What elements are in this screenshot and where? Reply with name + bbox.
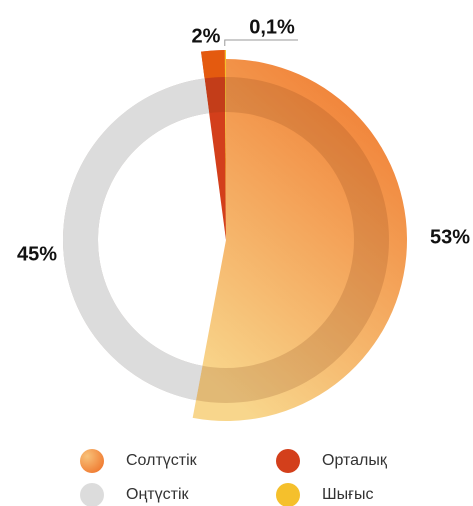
legend-swatch [276, 449, 300, 473]
legend-swatch [80, 449, 104, 473]
legend-label: Шығыс [322, 486, 374, 503]
pie-slice [224, 50, 226, 240]
slice-label: 2% [192, 25, 221, 47]
slice-label: 53% [430, 226, 470, 248]
legend-swatch [276, 483, 300, 506]
legend-label: Солтүстік [126, 452, 198, 469]
leader-line [224, 39, 298, 47]
pie-slice [192, 59, 407, 421]
slice-label: 45% [17, 243, 57, 265]
slice-label: 0,1% [249, 16, 295, 38]
pie-slice-ring [63, 78, 210, 401]
slice-outer [201, 50, 225, 79]
legend-label: Оңтүстік [126, 486, 189, 503]
pie-slice [201, 50, 226, 241]
legend-label: Орталық [322, 452, 388, 469]
legend-swatch [80, 483, 104, 506]
